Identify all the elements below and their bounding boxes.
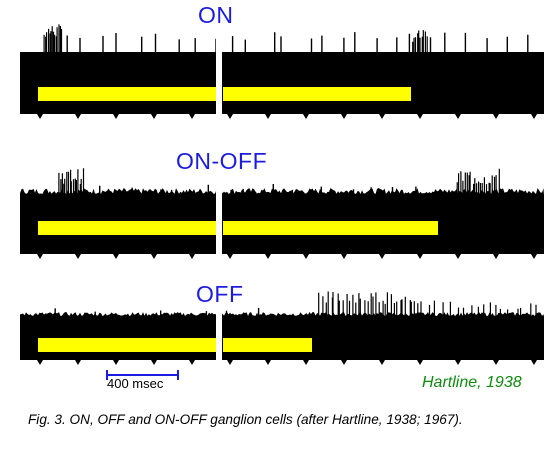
noise-edge — [20, 312, 544, 318]
off-trace — [20, 286, 544, 370]
on-trace-label: ON — [198, 4, 234, 27]
figure-caption: Fig. 3. ON, OFF and ON-OFF ganglion cell… — [28, 412, 463, 427]
scale-bar-label: 400 msec — [107, 376, 163, 391]
off-trace-label: OFF — [196, 283, 244, 306]
stimulus-bar-right — [223, 87, 411, 101]
trace-body — [20, 52, 544, 114]
recording-break — [216, 164, 222, 264]
spike-burst — [67, 32, 528, 52]
spike-burst — [59, 168, 84, 194]
time-marks — [37, 114, 537, 119]
spike-burst — [319, 292, 418, 317]
credit-text: Hartline, 1938 — [422, 374, 522, 392]
spike-burst — [413, 30, 428, 52]
stimulus-bar-right — [223, 221, 438, 235]
on-trace — [20, 22, 544, 124]
recording-break — [216, 22, 222, 124]
spike-burst — [421, 301, 536, 316]
time-marks — [37, 360, 537, 365]
on-off-trace — [20, 164, 544, 264]
stimulus-bar-right — [223, 338, 312, 352]
on-off-trace-label: ON-OFF — [176, 150, 267, 173]
spike-burst — [44, 24, 61, 52]
stimulus-bar-left — [38, 87, 216, 101]
stimulus-bar-left — [38, 221, 216, 235]
time-marks — [37, 254, 537, 259]
stimulus-bar-left — [38, 338, 216, 352]
